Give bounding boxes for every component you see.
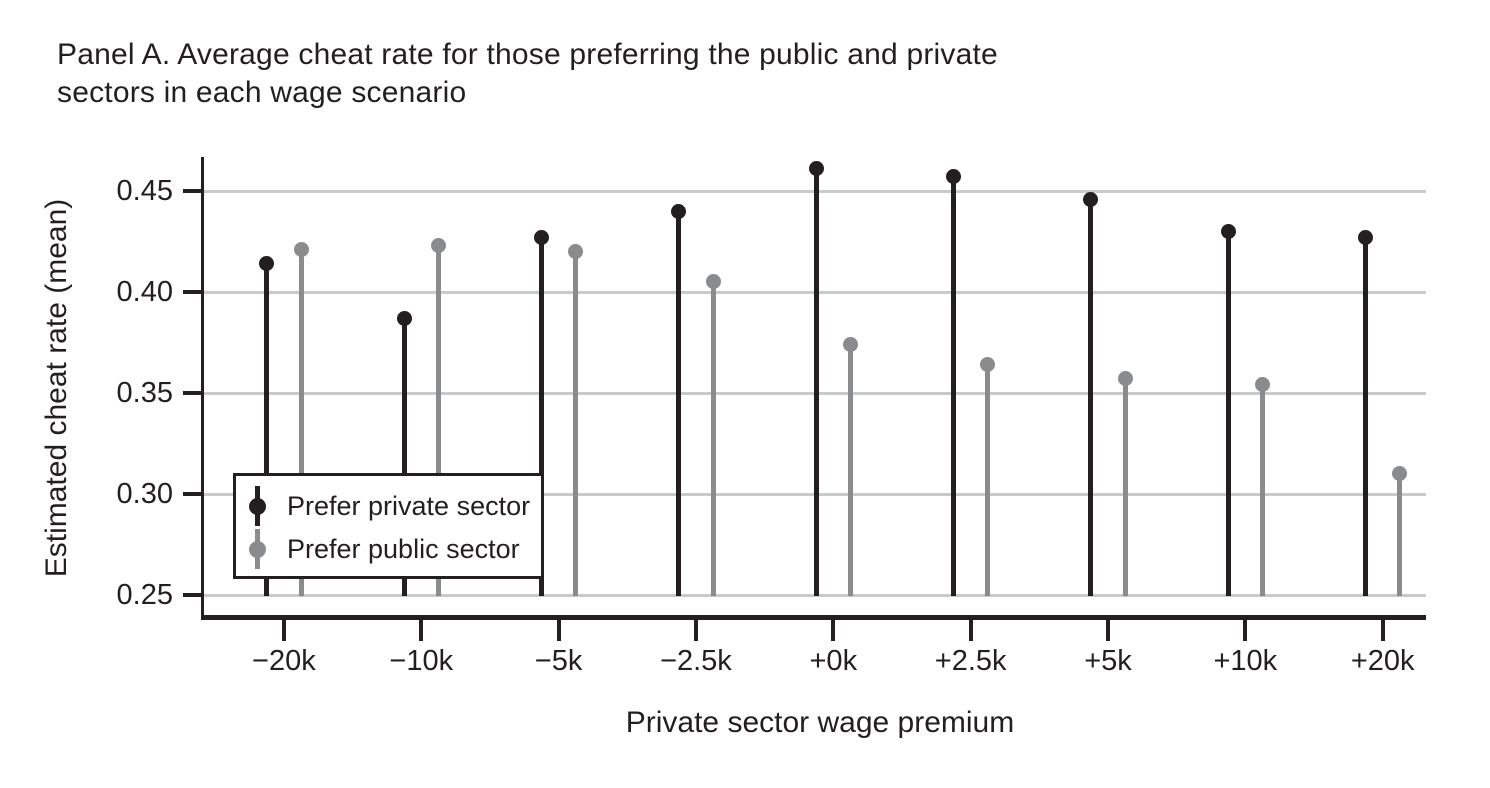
chart-title: Panel A. Average cheat rate for those pr… — [57, 36, 998, 112]
lollipop-dot-public-p5k — [1117, 371, 1133, 387]
lollipop-dot-public-m10k — [430, 238, 446, 254]
x-axis-title: Private sector wage premium — [625, 706, 1015, 739]
lollipop-dot-private-m20k — [259, 256, 275, 272]
lollipop-dot-private-p10k — [1220, 223, 1236, 239]
lollipop-stem-public-p20k — [1397, 473, 1403, 597]
lollipop-stem-private-p2_5k — [950, 176, 956, 597]
lollipop-dot-private-p5k — [1083, 191, 1099, 207]
x-tick-m2_5k — [693, 620, 698, 641]
x-tick-label-m10k: −10k — [389, 645, 454, 677]
lollipop-stem-public-p5k — [1122, 378, 1128, 597]
lollipop-stem-private-m5k — [538, 237, 544, 597]
lollipop-stem-public-m20k — [298, 249, 304, 597]
lollipop-dot-public-m20k — [293, 242, 309, 258]
x-tick-p2_5k — [968, 620, 973, 641]
lollipop-dot-private-m10k — [396, 310, 412, 326]
x-tick-p5k — [1106, 620, 1110, 641]
x-tick-label-p10k: +10k — [1213, 645, 1278, 677]
lollipop-dot-public-p20k — [1392, 466, 1408, 482]
x-tick-label-p2_5k: +2.5k — [934, 645, 1007, 677]
x-tick-label-p0k: +0k — [809, 645, 858, 677]
y-tick-0.35 — [183, 391, 203, 395]
legend-label-private: Prefer private sector — [287, 491, 531, 521]
chart-title-line2: sectors in each wage scenario — [57, 76, 467, 109]
lollipop-dot-public-p2_5k — [980, 357, 996, 373]
x-tick-label-m2_5k: −2.5k — [660, 645, 732, 677]
lollipop-dot-public-p0k — [843, 337, 858, 353]
lollipop-dot-private-m2_5k — [671, 203, 687, 219]
y-axis-title: Estimated cheat rate (mean) — [40, 198, 73, 578]
lollipop-stem-private-p0k — [813, 168, 819, 597]
x-tick-m20k — [281, 620, 286, 641]
lollipop-dot-public-p10k — [1255, 377, 1271, 393]
x-tick-m5k — [556, 620, 561, 641]
y-tick-0.30 — [183, 492, 203, 496]
y-tick-label-0.45: 0.45 — [116, 175, 173, 207]
x-tick-label-m20k: −20k — [252, 645, 316, 677]
x-tick-p0k — [831, 620, 836, 641]
x-tick-label-p5k: +5k — [1084, 645, 1132, 677]
y-tick-0.25 — [183, 593, 203, 597]
lollipop-dot-public-m2_5k — [705, 274, 721, 290]
chart-title-line1: Panel A. Average cheat rate for those pr… — [57, 38, 998, 71]
lollipop-dot-public-m5k — [568, 244, 584, 260]
legend-label-public: Prefer public sector — [287, 534, 520, 564]
y-tick-label-0.40: 0.40 — [116, 276, 173, 308]
y-tick-label-0.30: 0.30 — [116, 478, 173, 510]
lollipop-stem-private-m2_5k — [676, 211, 682, 597]
x-tick-m10k — [419, 620, 424, 641]
lollipop-stem-public-p10k — [1260, 384, 1266, 597]
y-tick-0.40 — [183, 290, 203, 294]
y-tick-label-0.35: 0.35 — [116, 377, 173, 409]
legend-marker-dot-public — [248, 540, 266, 558]
x-tick-label-p20k: +20k — [1350, 645, 1415, 677]
lollipop-dot-private-p2_5k — [945, 169, 961, 185]
lollipop-stem-private-m10k — [401, 318, 407, 597]
x-tick-label-m5k: −5k — [534, 645, 583, 677]
lollipop-dot-private-p0k — [808, 161, 824, 177]
x-axis-spine — [201, 615, 1426, 620]
lollipop-stem-private-p5k — [1088, 199, 1094, 597]
y-axis-spine — [201, 157, 204, 620]
y-tick-label-0.25: 0.25 — [116, 579, 173, 611]
x-tick-p20k — [1380, 620, 1385, 641]
lollipop-stem-public-m5k — [573, 251, 579, 597]
x-tick-p10k — [1243, 620, 1248, 641]
lollipop-stem-private-p10k — [1225, 231, 1231, 597]
legend-marker-dot-private — [248, 497, 266, 515]
lollipop-stem-public-m10k — [435, 245, 441, 597]
legend: Prefer private sector Prefer public secto… — [233, 473, 544, 579]
lollipop-dot-private-p20k — [1358, 229, 1373, 245]
lollipop-stem-public-p2_5k — [985, 364, 991, 597]
lollipop-stem-private-m20k — [264, 263, 270, 597]
y-tick-0.45 — [183, 189, 203, 193]
lollipop-stem-private-p20k — [1363, 237, 1368, 597]
lollipop-stem-public-p0k — [848, 344, 853, 597]
lollipop-stem-public-m2_5k — [710, 281, 716, 597]
lollipop-dot-private-m5k — [533, 229, 549, 245]
